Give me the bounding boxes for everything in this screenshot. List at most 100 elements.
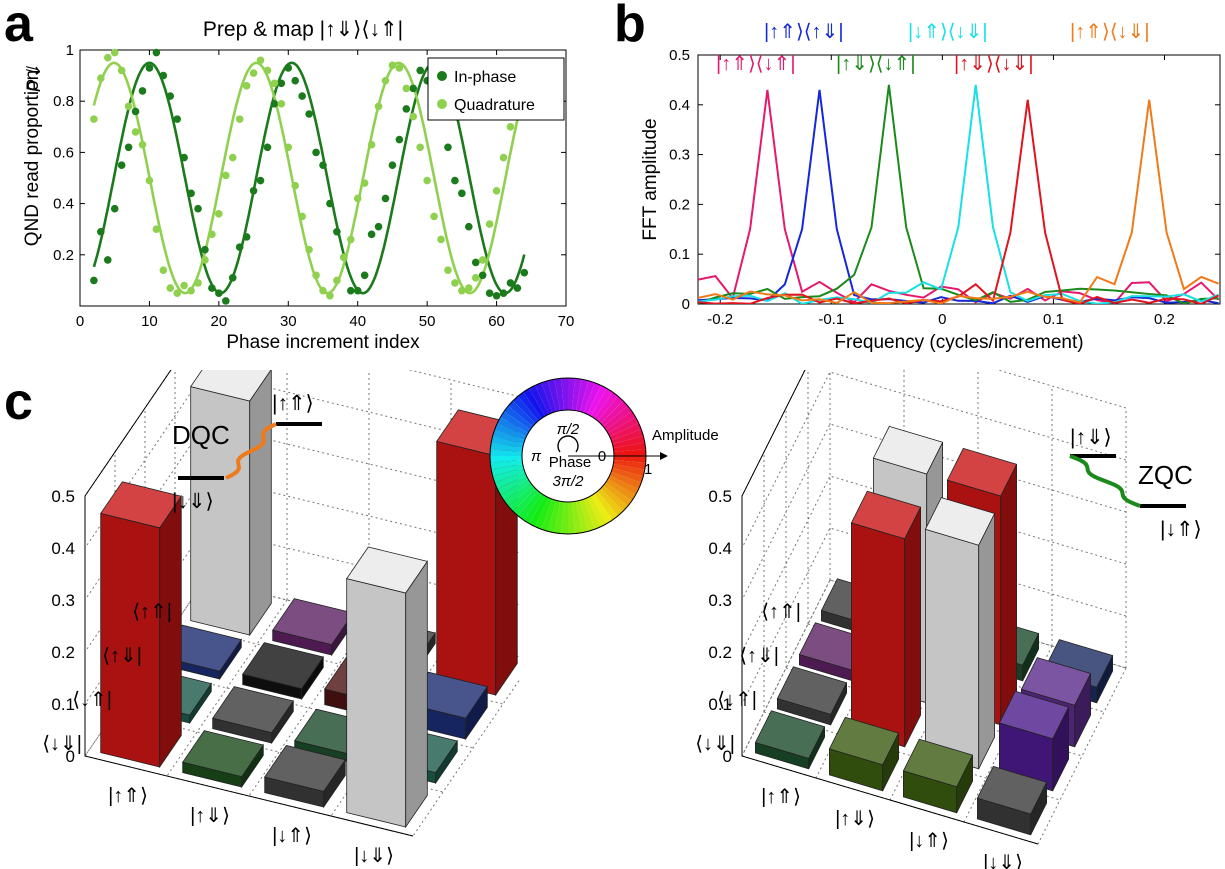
data-point-in-phase bbox=[194, 204, 202, 213]
chart-b-fft-spectrum: -0.2 -0.1 0 0.1 0.2 0 0.1 0.2 0.3 0.4 0.5 Frequency… bbox=[640, 21, 1221, 353]
bar-face-top bbox=[242, 642, 324, 690]
data-point-in-phase bbox=[360, 271, 369, 280]
y-tick-label-b: 0.1 bbox=[669, 246, 690, 263]
bar-c-right-r3-c1 bbox=[828, 716, 900, 792]
data-point-in-phase bbox=[180, 153, 188, 162]
bar-c-left-r3-c1 bbox=[182, 730, 264, 789]
wheel-segment bbox=[583, 497, 601, 530]
amplitude-arrowhead-icon bbox=[660, 452, 668, 460]
transition-wave bbox=[1069, 454, 1141, 508]
bar-face-top bbox=[754, 710, 826, 759]
amplitude-label: Amplitude bbox=[652, 427, 719, 444]
fft-series-3 bbox=[698, 84, 1219, 304]
bar-face-top bbox=[182, 730, 264, 778]
wheel-segment bbox=[568, 378, 575, 411]
legend-a bbox=[427, 57, 565, 121]
axis-frame bbox=[741, 370, 1039, 845]
bar-face-side bbox=[1000, 464, 1018, 725]
wheel-segment bbox=[508, 400, 536, 427]
data-point-in-phase bbox=[201, 245, 209, 254]
data-point-quadrature bbox=[360, 179, 369, 187]
bar-face-top bbox=[100, 481, 182, 529]
data-point-in-phase bbox=[520, 268, 529, 277]
wheel-segment bbox=[579, 380, 595, 413]
wheel-label-top: π/2 bbox=[557, 421, 580, 438]
wheel-center-label: Phase bbox=[549, 454, 592, 471]
wheel-segment bbox=[497, 417, 529, 437]
x-tick-label-b: -0.2 bbox=[707, 311, 733, 328]
wheel-segment bbox=[541, 380, 557, 413]
bar-face-top bbox=[976, 765, 1048, 815]
x-tick-label-a: 40 bbox=[349, 313, 366, 330]
data-point-quadrature bbox=[492, 187, 501, 195]
wheel-segment bbox=[523, 388, 545, 419]
wheel-segment bbox=[535, 382, 553, 415]
col-label: |↑⇓⟩ bbox=[835, 808, 875, 830]
row-label: ⟨↓⇓| bbox=[42, 733, 82, 755]
x-tick-label-a: 0 bbox=[76, 313, 84, 330]
wheel-segment bbox=[575, 379, 589, 412]
wheel-segment bbox=[572, 501, 582, 534]
rotation-arrow-icon bbox=[557, 435, 579, 453]
data-point-in-phase bbox=[416, 66, 425, 75]
data-point-in-phase bbox=[367, 230, 376, 239]
wheel-segment bbox=[492, 467, 525, 483]
wheel-segment bbox=[603, 405, 632, 430]
data-point-quadrature bbox=[346, 235, 355, 244]
wheel-label-bottom: 3π/2 bbox=[553, 473, 585, 490]
row-label: ⟨↓⇑| bbox=[72, 689, 112, 711]
wheel-segment bbox=[561, 378, 568, 411]
data-point-in-phase bbox=[152, 48, 161, 57]
bar-c-right-r3-c0 bbox=[754, 710, 826, 770]
data-point-quadrature bbox=[485, 220, 494, 228]
wheel-segment bbox=[605, 411, 636, 433]
data-point-quadrature bbox=[159, 266, 168, 274]
data-point-quadrature bbox=[402, 84, 411, 93]
wheel-segment bbox=[490, 456, 523, 463]
data-point-quadrature bbox=[458, 286, 466, 295]
x-axis-label-a: Phase increment index bbox=[226, 332, 420, 353]
data-point-quadrature bbox=[277, 99, 286, 108]
wheel-segment bbox=[554, 501, 564, 534]
wheel-segment bbox=[609, 471, 642, 489]
bar-c-right-r3-c2 bbox=[902, 738, 974, 814]
data-point-quadrature bbox=[499, 153, 508, 162]
bar-face-side bbox=[159, 494, 182, 769]
wheel-segment bbox=[561, 501, 568, 534]
z-tick-label: 0.2 bbox=[708, 643, 732, 662]
bar-c-left-r2-c1 bbox=[212, 686, 294, 745]
wheel-segment bbox=[613, 460, 646, 470]
wheel-segment bbox=[508, 485, 536, 512]
z-tick-label: 0 bbox=[66, 747, 75, 766]
data-point-in-phase bbox=[465, 222, 473, 231]
wheel-segment bbox=[600, 400, 628, 427]
data-point-in-phase bbox=[312, 148, 320, 157]
data-point-quadrature bbox=[284, 143, 293, 152]
data-point-in-phase bbox=[444, 143, 452, 152]
x-tick-label-b: 0 bbox=[938, 311, 946, 328]
wheel-segment bbox=[605, 479, 636, 501]
data-point-in-phase bbox=[131, 107, 140, 116]
wheel-segment bbox=[491, 463, 524, 477]
legend-label-0: In-phase bbox=[454, 69, 516, 86]
wheel-segment bbox=[490, 460, 523, 470]
bar-face-top bbox=[212, 686, 294, 734]
x-tick-label-a: 50 bbox=[419, 313, 436, 330]
data-point-in-phase bbox=[402, 105, 411, 113]
wheel-segment bbox=[500, 411, 531, 433]
data-point-quadrature bbox=[187, 286, 195, 295]
wheel-segment bbox=[517, 392, 542, 421]
data-point-quadrature bbox=[340, 253, 348, 262]
floor-gridline bbox=[166, 599, 288, 777]
bar-face-top bbox=[902, 738, 974, 788]
wheel-segment bbox=[497, 475, 529, 495]
wheel-segment bbox=[594, 392, 619, 421]
wheel-segment bbox=[492, 429, 525, 445]
transition-label: DQC bbox=[172, 420, 230, 450]
bar-c-left-r0-c0 bbox=[190, 370, 272, 637]
axis-frame bbox=[84, 370, 414, 837]
data-point-in-phase bbox=[499, 289, 508, 298]
data-point-quadrature bbox=[138, 140, 147, 149]
wheel-segment bbox=[541, 499, 557, 532]
bar-face-top bbox=[776, 666, 848, 715]
